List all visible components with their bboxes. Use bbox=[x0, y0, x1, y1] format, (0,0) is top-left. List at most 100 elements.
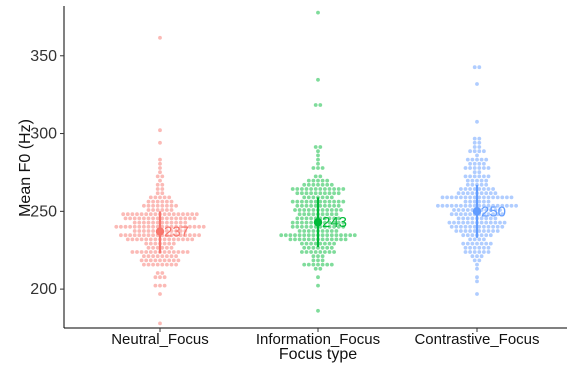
data-point bbox=[479, 241, 484, 246]
data-point bbox=[452, 208, 456, 212]
data-point bbox=[323, 199, 327, 204]
data-point bbox=[440, 195, 445, 200]
data-point bbox=[174, 216, 179, 221]
data-point bbox=[190, 237, 195, 242]
data-point bbox=[297, 233, 302, 238]
data-point bbox=[445, 195, 449, 200]
data-point bbox=[463, 212, 468, 217]
data-point bbox=[472, 203, 477, 208]
data-point bbox=[452, 220, 456, 225]
data-point bbox=[488, 233, 493, 238]
data-point bbox=[475, 241, 479, 246]
data-point bbox=[192, 224, 197, 229]
data-point bbox=[320, 182, 325, 187]
data-point bbox=[169, 229, 174, 233]
data-point bbox=[313, 145, 318, 149]
data-point bbox=[304, 187, 309, 191]
data-point bbox=[463, 250, 468, 254]
data-point bbox=[477, 166, 482, 170]
data-point bbox=[151, 245, 156, 250]
data-point bbox=[293, 233, 297, 238]
data-point bbox=[463, 199, 468, 204]
data-point bbox=[486, 174, 491, 179]
data-point bbox=[477, 195, 482, 200]
data-point bbox=[329, 237, 334, 242]
data-point bbox=[479, 157, 484, 162]
data-point bbox=[311, 178, 316, 183]
data-point bbox=[323, 216, 327, 221]
data-point bbox=[165, 229, 169, 233]
data-point bbox=[144, 241, 149, 246]
data-point bbox=[320, 166, 325, 170]
data-point bbox=[306, 208, 311, 212]
data-point bbox=[318, 199, 323, 204]
data-point bbox=[300, 199, 304, 204]
data-point bbox=[160, 187, 165, 191]
data-point bbox=[327, 220, 332, 225]
data-point bbox=[468, 174, 472, 179]
data-point bbox=[465, 182, 470, 187]
data-point bbox=[169, 245, 174, 250]
data-point bbox=[171, 212, 176, 217]
data-point bbox=[495, 224, 500, 229]
data-point bbox=[197, 233, 202, 238]
data-point bbox=[146, 229, 151, 233]
data-point bbox=[352, 233, 357, 238]
data-point bbox=[341, 220, 346, 225]
data-point bbox=[320, 237, 325, 242]
data-point bbox=[316, 262, 320, 267]
data-point bbox=[343, 237, 348, 242]
data-point bbox=[174, 254, 179, 259]
data-point bbox=[456, 216, 461, 221]
data-point bbox=[306, 262, 311, 267]
data-point bbox=[320, 233, 325, 238]
data-point bbox=[316, 149, 320, 154]
data-point bbox=[160, 174, 165, 179]
data-point bbox=[174, 220, 179, 225]
data-point bbox=[176, 250, 181, 254]
data-point bbox=[468, 161, 472, 166]
data-point bbox=[183, 220, 188, 225]
data-point bbox=[316, 178, 320, 183]
data-point bbox=[153, 241, 158, 246]
data-point bbox=[316, 258, 320, 263]
data-point bbox=[155, 216, 160, 221]
data-point bbox=[482, 203, 486, 208]
data-point bbox=[336, 216, 341, 221]
data-point bbox=[449, 203, 454, 208]
data-point bbox=[311, 166, 316, 170]
data-point bbox=[297, 208, 302, 212]
data-point bbox=[155, 182, 160, 187]
data-point bbox=[148, 195, 153, 200]
data-point bbox=[318, 266, 323, 271]
data-point bbox=[488, 191, 493, 196]
data-point bbox=[463, 203, 468, 208]
data-point bbox=[461, 216, 466, 221]
data-point bbox=[334, 208, 339, 212]
data-point bbox=[114, 224, 119, 229]
data-point bbox=[500, 212, 505, 217]
data-point bbox=[336, 187, 341, 191]
data-point bbox=[279, 233, 284, 238]
data-point bbox=[174, 203, 179, 208]
data-point bbox=[472, 245, 477, 250]
data-point bbox=[288, 233, 293, 238]
data-point bbox=[463, 187, 468, 191]
data-point bbox=[325, 178, 330, 183]
data-point bbox=[482, 149, 486, 154]
data-point bbox=[181, 237, 185, 242]
data-point bbox=[146, 224, 151, 229]
data-point bbox=[468, 224, 472, 229]
data-point bbox=[137, 216, 142, 221]
data-point bbox=[178, 229, 183, 233]
data-point bbox=[332, 224, 336, 229]
data-point bbox=[479, 220, 484, 225]
data-point bbox=[472, 161, 477, 166]
data-point bbox=[477, 170, 482, 175]
data-point bbox=[459, 212, 463, 217]
data-point bbox=[144, 250, 149, 254]
data-point bbox=[194, 212, 199, 217]
data-point bbox=[151, 220, 156, 225]
data-point bbox=[132, 229, 137, 233]
